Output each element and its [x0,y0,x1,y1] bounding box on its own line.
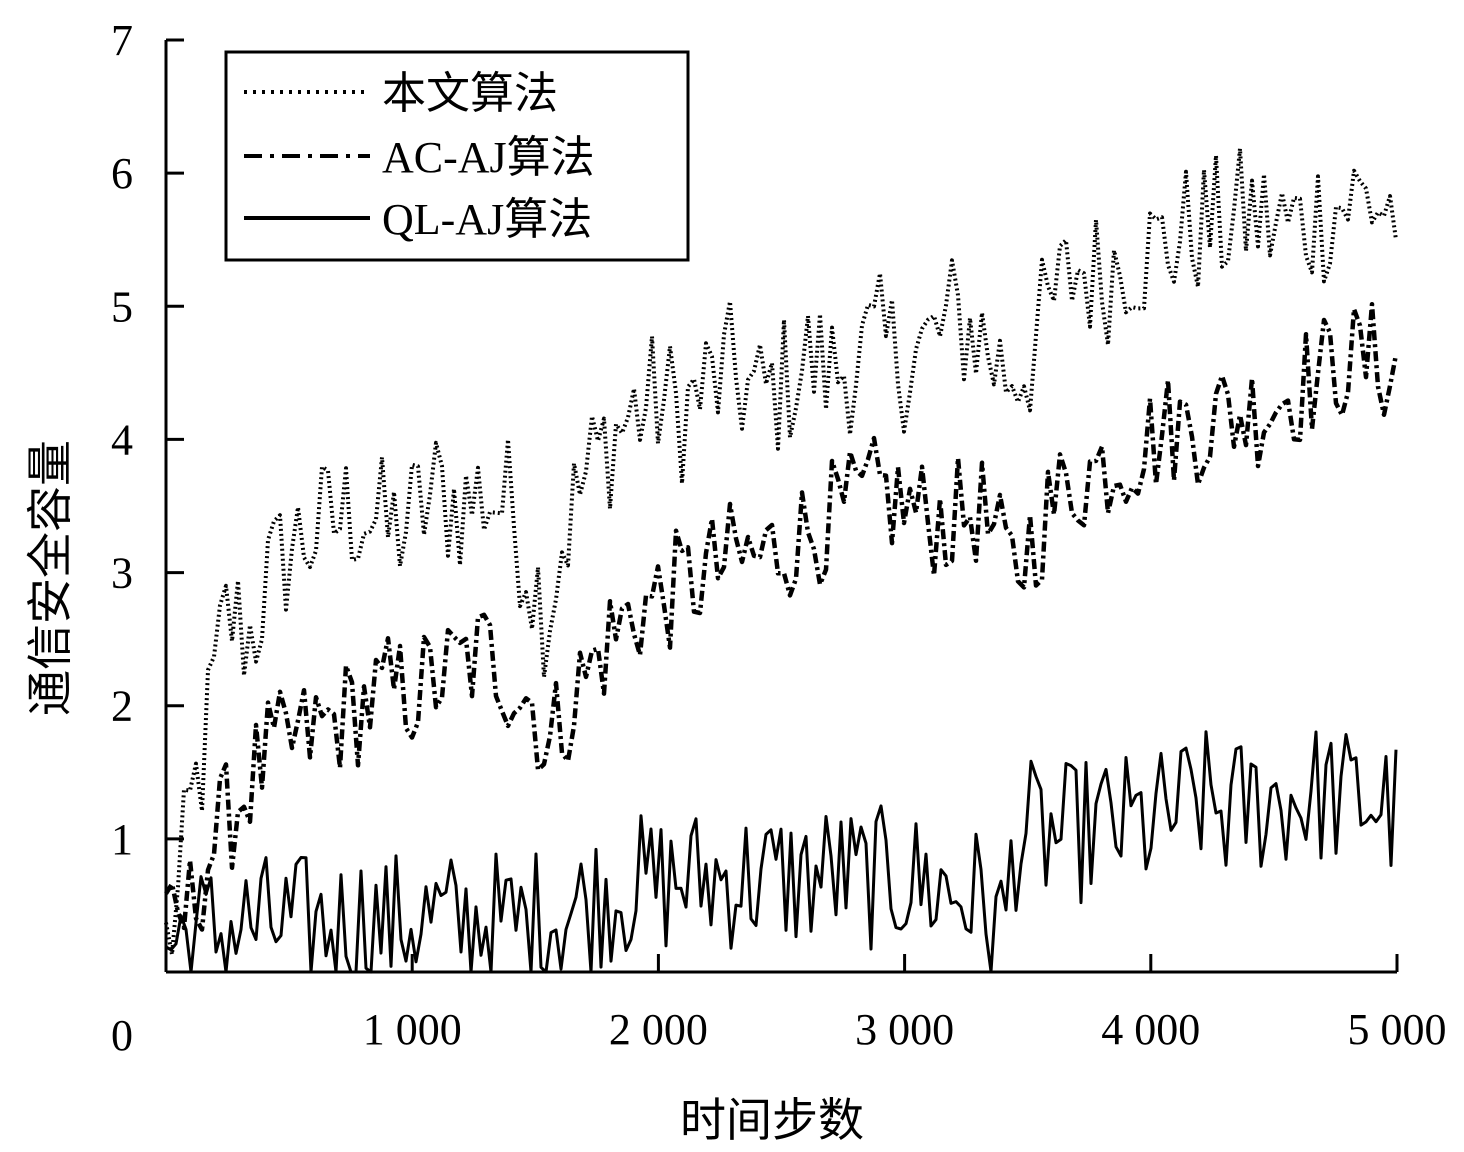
legend-box [224,50,690,262]
axes [164,40,1397,974]
x-tick-label: 2 000 [609,1005,708,1054]
y-tick-label: 5 [111,282,133,331]
y-tick-label: 4 [111,415,133,464]
x-tick-label: 1 000 [363,1005,462,1054]
y-tick-label: 7 [111,16,133,65]
plot-lines [164,146,1399,974]
legend-label-series-2: AC-AJ算法 [382,133,595,182]
y-tick-label: 2 [111,682,133,731]
y-tick-label: 6 [111,149,133,198]
x-tick-label: 3 000 [855,1005,954,1054]
y-axis-title: 通信安全容量 [23,440,77,716]
ticks: 0 1 2 3 4 5 6 7 1 000 2 000 3 000 4 000 5 000 [111,16,1447,1060]
x-tick-label: 4 000 [1101,1005,1200,1054]
legend: 本文算法 AC-AJ算法 QL-AJ算法 [224,50,690,262]
y-tick-label: 1 [111,815,133,864]
legend-label-series-3: QL-AJ算法 [382,195,592,244]
series-line-2 [164,301,1399,932]
x-tick-label: 5 000 [1348,1005,1447,1054]
y-tick-label: 0 [111,1011,133,1060]
legend-label-series-1: 本文算法 [382,69,558,118]
series-line-1 [164,146,1398,957]
y-tick-label: 3 [111,549,133,598]
series-line-3 [165,730,1398,974]
x-axis-title: 时间步数 [680,1093,864,1147]
